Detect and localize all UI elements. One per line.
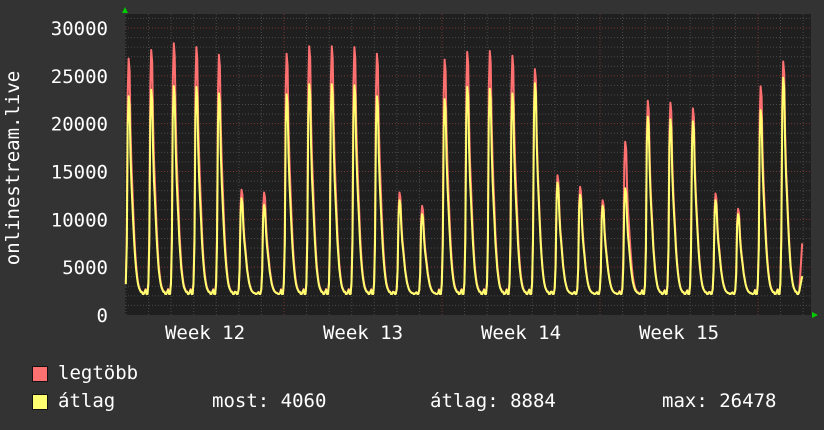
x-tick-label: Week 14	[481, 322, 561, 344]
series-line-avg	[124, 76, 804, 295]
x-tick-label: Week 15	[639, 322, 719, 344]
stat-average: átlag: 8884	[430, 390, 556, 412]
y-tick-label: 15000	[51, 162, 108, 184]
y-tick-label: 10000	[51, 209, 108, 231]
x-axis-arrow-icon	[812, 312, 818, 318]
legend-swatch-avg	[32, 394, 48, 410]
y-axis-label: onlinestream.live	[2, 71, 24, 265]
legend-label-avg: átlag	[58, 390, 116, 412]
x-tick-label: Week 13	[323, 322, 403, 344]
x-tick-label: Week 12	[165, 322, 245, 344]
legend-swatch-max	[32, 366, 48, 382]
y-tick-label: 25000	[51, 66, 108, 88]
y-tick-label: 5000	[62, 257, 108, 279]
legend-label-max: legtöbb	[58, 362, 139, 384]
y-tick-label: 20000	[51, 114, 108, 136]
y-tick-label: 30000	[51, 18, 108, 40]
x-ticks: Week 12 Week 13 Week 14 Week 15	[165, 322, 719, 344]
stat-current: most: 4060	[212, 390, 327, 412]
stat-max: max: 26478	[662, 390, 777, 412]
y-ticks: 0 5000 10000 15000 20000 25000 30000	[51, 18, 108, 327]
series-lines	[124, 42, 804, 295]
y-tick-label: 0	[97, 305, 108, 327]
y-axis-arrow-icon	[122, 7, 128, 13]
